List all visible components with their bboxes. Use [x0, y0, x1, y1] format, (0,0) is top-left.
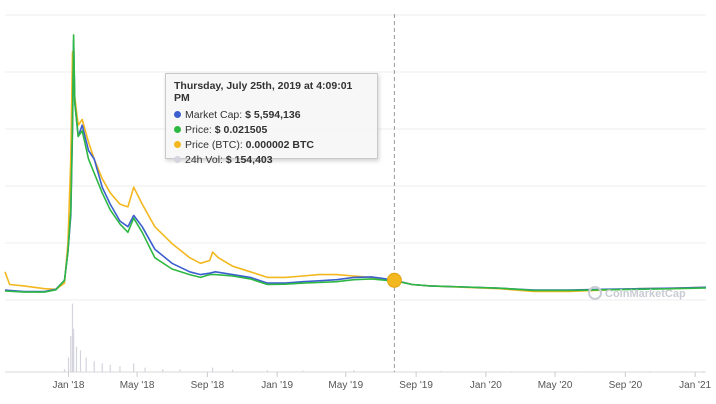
- price-legend-dot: [174, 126, 181, 133]
- tooltip-row-volume: 24h Vol: $ 154,403: [174, 153, 369, 168]
- volume-bar: [231, 369, 234, 372]
- volume-bar: [144, 367, 146, 372]
- x-tick-label: Jan '19: [261, 380, 293, 391]
- x-axis: Jan '18 May '18 Sep '18 Jan '19 May '19 Sep '…: [52, 372, 712, 391]
- x-tick-label: Jan '21: [679, 380, 711, 391]
- volume-bar: [75, 346, 78, 372]
- volume-bar: [440, 370, 442, 372]
- volume-bar: [101, 363, 103, 372]
- x-tick-label: Sep '18: [191, 380, 225, 391]
- x-tick-label: May '18: [120, 380, 155, 391]
- tooltip-label: Price:: [185, 124, 212, 136]
- tooltip-title: Thursday, July 25th, 2019 at 4:09:01 PM: [174, 80, 353, 104]
- volume-bar: [266, 370, 269, 372]
- tooltip-label: Market Cap:: [185, 109, 243, 121]
- volume-bar: [119, 366, 121, 372]
- volume-bar: [71, 303, 74, 372]
- tooltip: Thursday, July 25th, 2019 at 4:09:01 PM …: [165, 73, 378, 166]
- volume-bar: [93, 361, 95, 372]
- x-tick-label: Jan '20: [470, 380, 502, 391]
- volume-bar: [649, 371, 652, 372]
- tooltip-value: $ 0.021505: [214, 124, 268, 136]
- x-tick-label: May '19: [328, 380, 363, 391]
- volume-bar: [133, 363, 135, 372]
- tooltip-value: $ 154,403: [225, 154, 273, 166]
- volume-bar: [85, 357, 87, 372]
- volume-bars: [63, 303, 704, 372]
- tooltip-value: $ 5,594,136: [245, 109, 301, 121]
- volume-bar: [73, 328, 75, 372]
- tooltip-row-price: Price: $ 0.021505: [174, 123, 369, 138]
- x-tick-label: May '20: [538, 380, 573, 391]
- tooltip-row-market-cap: Market Cap: $ 5,594,136: [174, 108, 369, 123]
- hover-marker[interactable]: [386, 272, 402, 288]
- x-tick-label: Sep '19: [399, 380, 433, 391]
- coinmarketcap-logo-icon: [588, 286, 602, 300]
- volume-bar: [67, 357, 70, 372]
- volume-bar: [109, 364, 111, 372]
- volume-bar: [353, 370, 355, 372]
- price-btc-legend-dot: [174, 141, 181, 148]
- volume-bar: [510, 371, 513, 372]
- volume-bar: [580, 371, 582, 372]
- market-cap-legend-dot: [174, 111, 181, 118]
- volume-bar: [302, 370, 304, 372]
- volume-bar: [211, 367, 214, 372]
- tooltip-value: 0.000002 BTC: [245, 139, 314, 151]
- volume-legend-dot: [174, 156, 181, 163]
- volume-bar: [162, 369, 164, 372]
- series-lines: [4, 34, 707, 293]
- x-tick-label: Jan '18: [52, 380, 84, 391]
- watermark: CoinMarketCap: [588, 286, 686, 300]
- tooltip-row-price-btc: Price (BTC): 0.000002 BTC: [174, 138, 369, 153]
- volume-bar: [70, 336, 72, 372]
- tooltip-label: 24h Vol:: [185, 154, 223, 166]
- x-tick-label: Sep '20: [609, 380, 643, 391]
- volume-bar: [79, 350, 82, 372]
- volume-bar: [63, 369, 66, 372]
- price-line: [4, 34, 707, 293]
- volume-bar: [702, 371, 704, 372]
- volume-bar: [179, 369, 181, 372]
- tooltip-label: Price (BTC):: [185, 139, 243, 151]
- watermark-text: CoinMarketCap: [605, 288, 686, 300]
